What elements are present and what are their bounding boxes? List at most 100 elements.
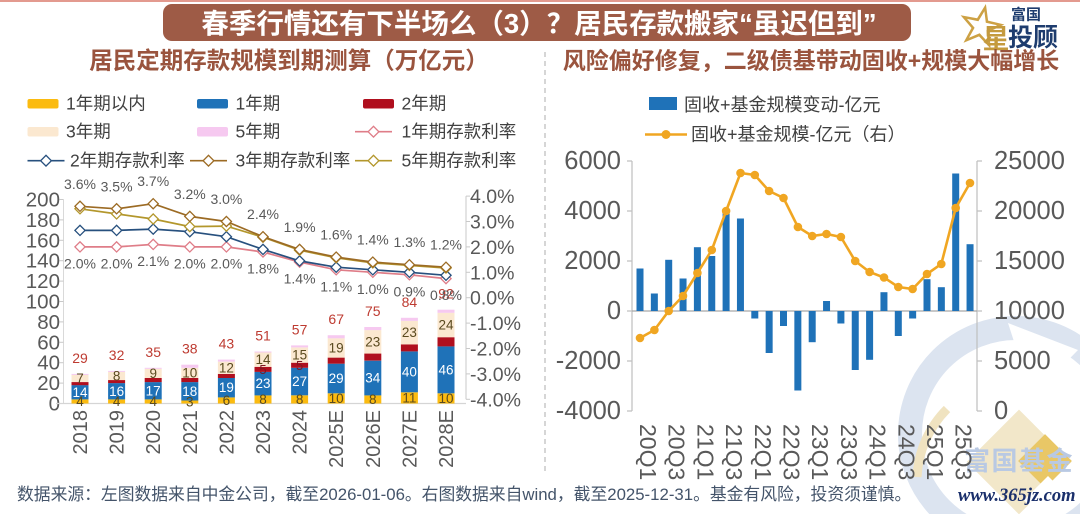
svg-text:2.4%: 2.4% bbox=[247, 206, 279, 222]
svg-text:23Q3: 23Q3 bbox=[836, 424, 862, 480]
svg-text:0: 0 bbox=[607, 297, 621, 325]
svg-text:67: 67 bbox=[328, 311, 344, 327]
svg-text:17: 17 bbox=[146, 383, 161, 398]
svg-text:2025E: 2025E bbox=[326, 410, 348, 468]
svg-text:23: 23 bbox=[365, 334, 380, 349]
svg-text:22Q3: 22Q3 bbox=[779, 424, 805, 480]
svg-text:投顾: 投顾 bbox=[1008, 24, 1058, 52]
svg-text:-1.0%: -1.0% bbox=[470, 313, 521, 335]
svg-text:200: 200 bbox=[26, 189, 60, 212]
svg-text:富国基金: 富国基金 bbox=[964, 446, 1074, 476]
svg-text:100: 100 bbox=[26, 291, 60, 314]
svg-text:0.9%: 0.9% bbox=[393, 283, 425, 299]
svg-text:46: 46 bbox=[438, 362, 453, 377]
svg-text:固收+基金规模变动-亿元: 固收+基金规模变动-亿元 bbox=[684, 95, 881, 115]
svg-text:2年期: 2年期 bbox=[402, 94, 447, 114]
svg-text:0.8%: 0.8% bbox=[430, 287, 462, 303]
svg-text:春季行情还有下半场么（3）？居民存款搬家“虽迟但到”: 春季行情还有下半场么（3）？居民存款搬家“虽迟但到” bbox=[201, 8, 876, 39]
svg-text:风险偏好修复，二级债基带动固收+规模大幅增长: 风险偏好修复，二级债基带动固收+规模大幅增长 bbox=[563, 48, 1059, 74]
svg-text:2.1%: 2.1% bbox=[137, 253, 169, 269]
svg-text:2018: 2018 bbox=[70, 410, 92, 455]
svg-text:5000: 5000 bbox=[994, 347, 1051, 375]
svg-text:25Q1: 25Q1 bbox=[922, 424, 948, 480]
svg-text:57: 57 bbox=[292, 321, 308, 337]
svg-text:3年期: 3年期 bbox=[66, 122, 111, 142]
svg-text:23: 23 bbox=[402, 325, 417, 340]
svg-text:6: 6 bbox=[223, 393, 231, 408]
svg-text:160: 160 bbox=[26, 229, 60, 252]
svg-text:-3.0%: -3.0% bbox=[470, 364, 521, 386]
svg-text:25Q3: 25Q3 bbox=[951, 424, 977, 480]
svg-text:14: 14 bbox=[255, 352, 271, 367]
svg-text:1.9%: 1.9% bbox=[284, 219, 316, 235]
svg-text:15: 15 bbox=[292, 348, 307, 363]
svg-text:1.4%: 1.4% bbox=[357, 232, 389, 248]
svg-text:10: 10 bbox=[438, 391, 453, 406]
svg-text:80: 80 bbox=[37, 311, 60, 334]
svg-text:24: 24 bbox=[438, 317, 454, 332]
svg-text:3.0%: 3.0% bbox=[470, 212, 514, 234]
svg-text:12: 12 bbox=[219, 360, 234, 375]
svg-text:2028E: 2028E bbox=[436, 410, 458, 468]
svg-text:1.8%: 1.8% bbox=[247, 260, 279, 276]
svg-text:1.1%: 1.1% bbox=[320, 278, 352, 294]
svg-text:40: 40 bbox=[402, 364, 417, 379]
svg-text:15000: 15000 bbox=[994, 247, 1065, 275]
svg-text:2.0%: 2.0% bbox=[64, 255, 96, 271]
svg-text:6000: 6000 bbox=[564, 147, 621, 175]
svg-text:4.0%: 4.0% bbox=[470, 186, 514, 208]
svg-text:18: 18 bbox=[182, 384, 197, 399]
svg-text:2021: 2021 bbox=[180, 410, 202, 455]
svg-text:43: 43 bbox=[219, 336, 235, 352]
svg-text:富国: 富国 bbox=[1011, 6, 1041, 24]
svg-text:75: 75 bbox=[365, 303, 381, 319]
svg-text:21Q1: 21Q1 bbox=[692, 424, 718, 480]
svg-text:2.0%: 2.0% bbox=[101, 255, 133, 271]
svg-text:120: 120 bbox=[26, 270, 60, 293]
svg-text:20: 20 bbox=[37, 372, 60, 395]
svg-text:20000: 20000 bbox=[994, 197, 1065, 225]
svg-text:数据来源：左图数据来自中金公司，截至2026-01-06。右: 数据来源：左图数据来自中金公司，截至2026-01-06。右图数据来自wind，… bbox=[17, 485, 911, 504]
svg-text:0.0%: 0.0% bbox=[470, 288, 514, 310]
svg-text:0: 0 bbox=[49, 393, 60, 416]
svg-text:1.3%: 1.3% bbox=[393, 234, 425, 250]
svg-text:3: 3 bbox=[186, 394, 194, 409]
svg-text:51: 51 bbox=[255, 327, 271, 343]
svg-text:7: 7 bbox=[76, 371, 84, 386]
svg-text:5: 5 bbox=[259, 362, 266, 377]
svg-text:4: 4 bbox=[149, 394, 157, 409]
svg-text:3.6%: 3.6% bbox=[64, 176, 96, 192]
svg-text:60: 60 bbox=[37, 331, 60, 354]
svg-text:1.6%: 1.6% bbox=[320, 227, 352, 243]
svg-text:16: 16 bbox=[109, 384, 124, 399]
svg-text:1.2%: 1.2% bbox=[430, 237, 462, 253]
svg-text:5年期存款利率: 5年期存款利率 bbox=[402, 151, 517, 171]
svg-text:38: 38 bbox=[182, 341, 198, 357]
svg-text:5: 5 bbox=[296, 358, 303, 373]
svg-text:0: 0 bbox=[994, 397, 1008, 425]
svg-text:2年期存款利率: 2年期存款利率 bbox=[70, 151, 185, 171]
svg-text:11: 11 bbox=[402, 390, 416, 405]
svg-text:1.0%: 1.0% bbox=[470, 262, 514, 284]
svg-text:1.0%: 1.0% bbox=[357, 281, 389, 297]
svg-text:居民定期存款规模到期测算（万亿元）: 居民定期存款规模到期测算（万亿元） bbox=[89, 48, 489, 74]
svg-text:1年期存款利率: 1年期存款利率 bbox=[402, 122, 517, 142]
svg-text:23Q1: 23Q1 bbox=[807, 424, 833, 480]
svg-text:1.4%: 1.4% bbox=[284, 271, 316, 287]
svg-text:3.0%: 3.0% bbox=[210, 191, 242, 207]
svg-text:10: 10 bbox=[329, 391, 344, 406]
svg-text:9: 9 bbox=[149, 366, 157, 381]
svg-text:2.0%: 2.0% bbox=[210, 255, 242, 271]
svg-text:180: 180 bbox=[26, 209, 60, 232]
svg-text:140: 140 bbox=[26, 250, 60, 273]
svg-text:34: 34 bbox=[365, 371, 381, 386]
svg-text:3年期存款利率: 3年期存款利率 bbox=[236, 151, 351, 171]
svg-text:-4000: -4000 bbox=[556, 397, 621, 425]
svg-text:24Q1: 24Q1 bbox=[865, 424, 891, 480]
svg-text:星: 星 bbox=[983, 25, 1010, 55]
svg-text:35: 35 bbox=[145, 344, 161, 360]
svg-text:3.7%: 3.7% bbox=[137, 173, 169, 189]
svg-text:29: 29 bbox=[72, 350, 88, 366]
svg-text:27: 27 bbox=[292, 374, 307, 389]
svg-text:32: 32 bbox=[109, 347, 125, 363]
